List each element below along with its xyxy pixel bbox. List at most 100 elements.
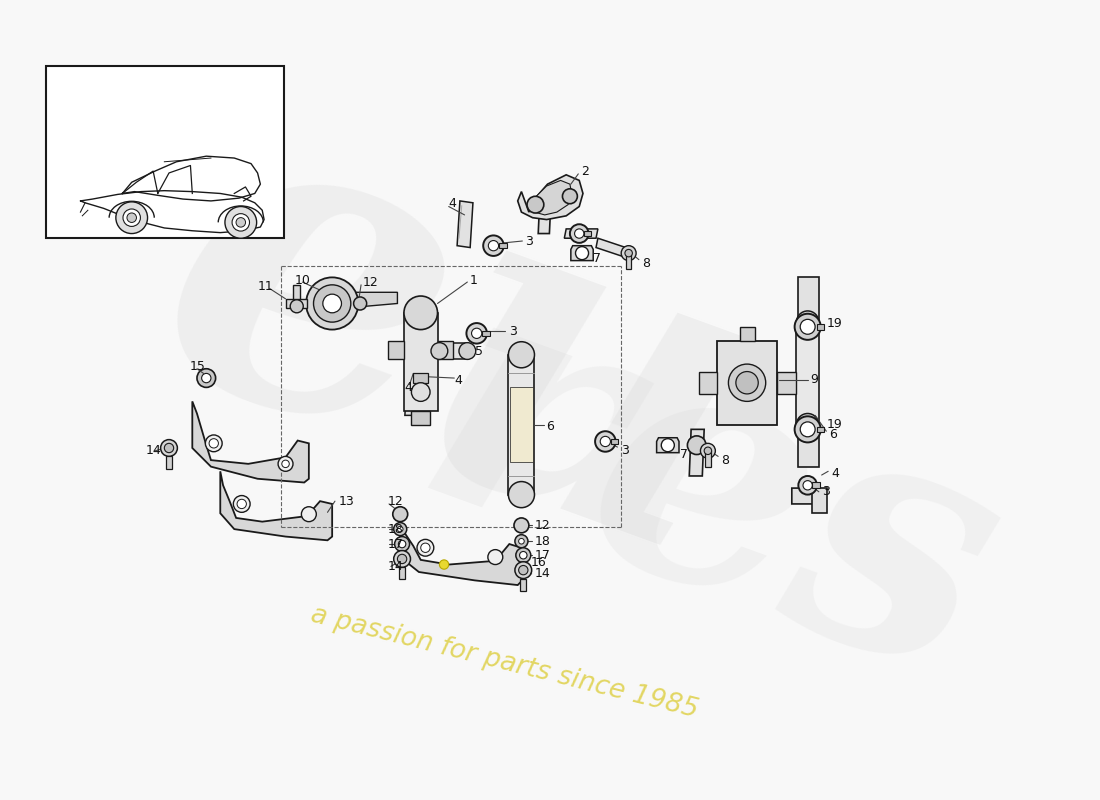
Circle shape <box>398 540 406 548</box>
Circle shape <box>282 460 289 467</box>
Circle shape <box>201 374 211 382</box>
Text: res: res <box>384 249 1035 750</box>
Circle shape <box>420 543 430 553</box>
Polygon shape <box>812 488 827 514</box>
Circle shape <box>417 539 433 556</box>
Polygon shape <box>404 313 438 410</box>
Polygon shape <box>388 341 404 359</box>
Circle shape <box>794 416 821 442</box>
Text: 14: 14 <box>388 560 404 573</box>
Circle shape <box>661 438 674 452</box>
Text: 17: 17 <box>535 549 550 562</box>
Circle shape <box>116 202 147 234</box>
Circle shape <box>393 506 408 522</box>
Circle shape <box>411 382 430 402</box>
Circle shape <box>796 414 818 436</box>
Circle shape <box>466 323 487 343</box>
Circle shape <box>161 440 177 456</box>
Circle shape <box>800 319 815 334</box>
Polygon shape <box>518 175 583 219</box>
Circle shape <box>472 328 482 338</box>
Text: 17: 17 <box>388 538 404 550</box>
Text: 11: 11 <box>257 280 273 294</box>
Polygon shape <box>293 285 300 299</box>
Text: 12: 12 <box>363 275 378 289</box>
Circle shape <box>394 522 407 536</box>
Circle shape <box>306 278 359 330</box>
Text: 10: 10 <box>295 274 310 286</box>
Text: 4: 4 <box>449 198 456 210</box>
Circle shape <box>514 518 529 533</box>
Text: 5: 5 <box>475 346 483 358</box>
Bar <box>817 324 824 330</box>
Circle shape <box>728 364 766 402</box>
Circle shape <box>197 369 216 387</box>
Text: 12: 12 <box>388 494 404 508</box>
Circle shape <box>515 562 531 578</box>
Text: 4: 4 <box>454 374 462 387</box>
Bar <box>584 230 592 236</box>
Circle shape <box>353 297 366 310</box>
Circle shape <box>233 495 250 512</box>
Circle shape <box>515 534 528 548</box>
Polygon shape <box>528 181 572 215</box>
Circle shape <box>322 294 341 313</box>
Circle shape <box>164 443 174 453</box>
Polygon shape <box>411 410 430 425</box>
Circle shape <box>800 422 815 437</box>
Text: 3: 3 <box>525 234 533 247</box>
Polygon shape <box>626 253 631 269</box>
Polygon shape <box>166 456 172 469</box>
Polygon shape <box>220 471 332 540</box>
Text: 4: 4 <box>404 381 411 394</box>
Circle shape <box>236 218 245 227</box>
Circle shape <box>123 209 141 226</box>
Circle shape <box>431 342 448 359</box>
Circle shape <box>395 537 409 551</box>
Text: 3: 3 <box>621 444 629 458</box>
Circle shape <box>224 206 256 238</box>
Circle shape <box>439 560 449 570</box>
Circle shape <box>459 342 475 359</box>
Polygon shape <box>439 342 468 359</box>
Text: 6: 6 <box>546 420 553 433</box>
Polygon shape <box>564 229 598 238</box>
Polygon shape <box>538 194 551 234</box>
Text: 14: 14 <box>145 444 162 458</box>
Polygon shape <box>414 374 428 382</box>
Text: 18: 18 <box>388 522 404 536</box>
Text: 3: 3 <box>509 325 517 338</box>
Circle shape <box>209 438 219 448</box>
Circle shape <box>278 456 293 471</box>
Circle shape <box>519 551 527 559</box>
Circle shape <box>232 214 250 231</box>
Circle shape <box>794 314 821 340</box>
Text: 18: 18 <box>535 534 550 548</box>
Circle shape <box>483 235 504 256</box>
Circle shape <box>704 447 712 454</box>
Circle shape <box>394 550 410 567</box>
Text: 4: 4 <box>830 466 839 480</box>
Polygon shape <box>192 402 309 482</box>
Polygon shape <box>596 238 626 257</box>
Circle shape <box>404 296 438 330</box>
Polygon shape <box>438 341 453 359</box>
Text: 8: 8 <box>641 257 650 270</box>
Text: 19: 19 <box>826 318 843 330</box>
Polygon shape <box>520 578 526 590</box>
Bar <box>817 426 824 432</box>
Polygon shape <box>657 438 679 453</box>
Text: eu: eu <box>111 54 805 646</box>
Text: 14: 14 <box>535 567 550 580</box>
Text: 12: 12 <box>535 519 550 532</box>
Circle shape <box>574 229 584 238</box>
Circle shape <box>314 285 351 322</box>
Text: 8: 8 <box>720 454 729 466</box>
Circle shape <box>397 526 403 532</box>
Circle shape <box>126 213 136 222</box>
Circle shape <box>488 241 498 251</box>
Circle shape <box>796 311 818 334</box>
Circle shape <box>527 196 543 213</box>
Circle shape <box>238 499 246 509</box>
Circle shape <box>290 300 304 313</box>
